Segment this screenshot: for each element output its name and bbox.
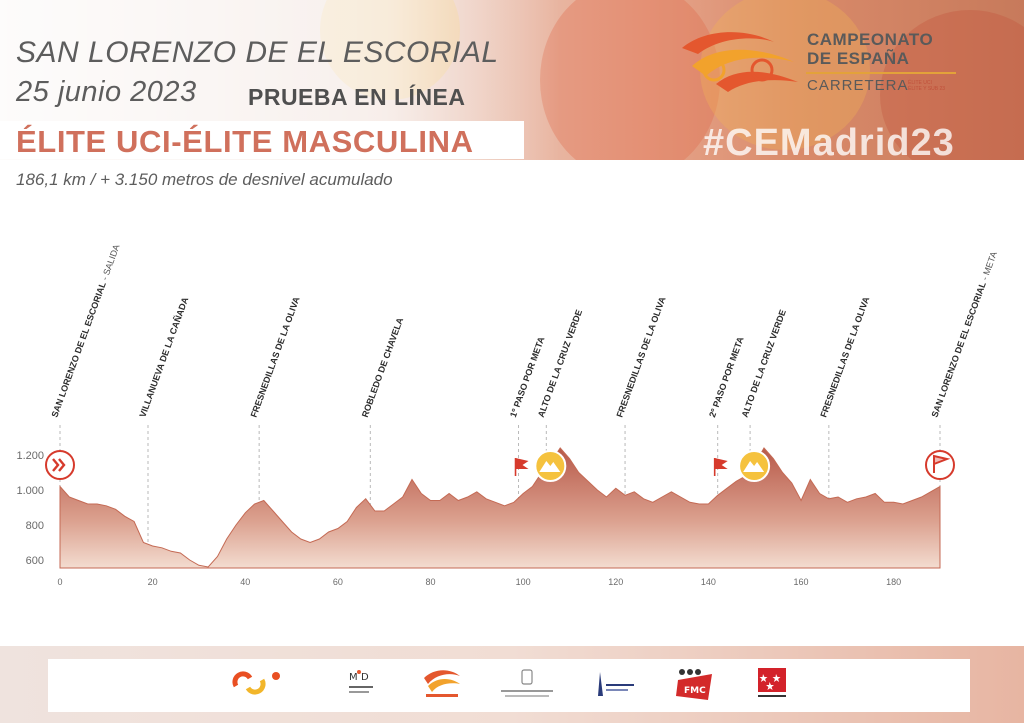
x-tick-label: 120 (608, 577, 623, 587)
red-flag-icon (514, 458, 529, 476)
y-tick-label: 600 (26, 555, 44, 567)
ayuntamiento-escorial-logo-icon (497, 666, 557, 706)
comunidad-madrid-logo-icon (752, 666, 792, 706)
svg-text:M: M (349, 672, 358, 683)
x-tick-label: 140 (701, 577, 716, 587)
event-logo-line1: CAMPEONATO (807, 30, 934, 49)
y-axis: 600 800 1.000 1.200 (16, 450, 44, 567)
x-tick-label: 20 (148, 577, 158, 587)
marker-ring (925, 450, 955, 480)
chevron-glyph (52, 458, 66, 472)
x-axis: 0 20 40 60 80 100 120 140 160 180 (57, 577, 901, 587)
event-logo-mini1: ÉLITE UCI (908, 80, 932, 86)
waypoint-label: ROBLEDO DE CHAVELA (360, 316, 406, 419)
x-tick-label: 60 (333, 577, 343, 587)
event-logo-mini2: ÉLITE Y SUB 23 (908, 86, 946, 92)
distance-subtitle: 186,1 km / + 3.150 metros de desnivel ac… (16, 170, 393, 189)
sponsor-strip (48, 659, 970, 712)
mountain-badge-icon (534, 450, 567, 482)
finish-flag-icon (925, 450, 955, 480)
y-tick-label: 1.200 (16, 450, 44, 462)
waypoint-label: 2º PASO POR META (707, 335, 746, 419)
mountain-glyph (539, 461, 561, 472)
x-tick-label: 0 (57, 577, 62, 587)
race-date: 25 junio 2023 (16, 76, 197, 108)
event-logo-divider (806, 72, 956, 74)
mountain-glyph (743, 461, 765, 472)
svg-text:FMC: FMC (684, 686, 706, 696)
waypoint-label: FRESNEDILLAS DE LA OLIVA (249, 295, 302, 419)
waypoint-markers (45, 450, 955, 482)
event-logo-mini: ÉLITE UCI ÉLITE Y SUB 23 (908, 80, 945, 92)
waypoint-label: VILLANUEVA DE LA CAÑADA (137, 295, 190, 418)
category-title: ÉLITE UCI-ÉLITE MASCULINA (16, 124, 474, 159)
waypoint-label-suffix: - SALIDA (99, 243, 122, 284)
csd-logo-icon (232, 666, 292, 706)
event-logo-line3: CARRETERA (807, 77, 909, 94)
cyclist-swoosh-logo-icon (682, 32, 798, 92)
elevation-area (59, 447, 941, 569)
event-logo-title: CAMPEONATO DE ESPAÑA (807, 30, 933, 68)
waypoint-label: FRESNEDILLAS DE LA OLIVA (818, 295, 871, 419)
x-tick-label: 180 (886, 577, 901, 587)
waypoint-label: ALTO DE LA CRUZ VERDE (740, 308, 788, 418)
header-banner (0, 0, 1024, 160)
sevilla-la-nueva-logo-icon (588, 666, 638, 706)
flag-cloth (714, 458, 728, 469)
location-title: SAN LORENZO DE EL ESCORIAL (16, 36, 499, 69)
banner-photo-shape (700, 0, 870, 150)
mountain-badge-icon (738, 450, 771, 482)
elevation-profile-chart: 600 800 1.000 1.200 0 20 40 60 80 100 120 140 160 18… (16, 243, 999, 587)
flag-cloth (515, 458, 529, 469)
y-tick-label: 1.000 (16, 485, 44, 497)
start-chevron-icon (45, 450, 75, 480)
waypoint-label: ALTO DE LA CRUZ VERDE (536, 308, 584, 418)
banner-photo-shape (540, 0, 720, 160)
x-tick-label: 100 (516, 577, 531, 587)
waypoint-label: FRESNEDILLAS DE LA OLIVA (615, 295, 668, 419)
waypoint-labels: SAN LORENZO DE EL ESCORIAL - SALIDA VILLA… (49, 243, 998, 419)
waypoint-label: SAN LORENZO DE EL ESCORIAL - META (929, 250, 998, 419)
x-tick-label: 40 (240, 577, 250, 587)
marker-ring (45, 450, 75, 480)
x-tick-label: 80 (426, 577, 436, 587)
fmc-logo-icon: FMC (672, 666, 716, 706)
rfec-logo-icon (420, 666, 464, 706)
waypoint-label: SAN LORENZO DE EL ESCORIAL - SALIDA (49, 243, 121, 419)
race-type: PRUEBA EN LÍNEA (248, 84, 466, 110)
category-bar (0, 121, 524, 159)
x-tick-label: 160 (794, 577, 809, 587)
svg-text:D: D (361, 672, 369, 683)
flag-glyph (933, 454, 951, 473)
hashtag: #CEMadrid23 (703, 122, 955, 164)
event-logo-line2: DE ESPAÑA (807, 49, 910, 68)
flag-fill (934, 456, 947, 464)
y-tick-label: 800 (26, 520, 44, 532)
red-flag-icon (713, 458, 728, 476)
waypoint-label-suffix: - META (979, 250, 999, 284)
